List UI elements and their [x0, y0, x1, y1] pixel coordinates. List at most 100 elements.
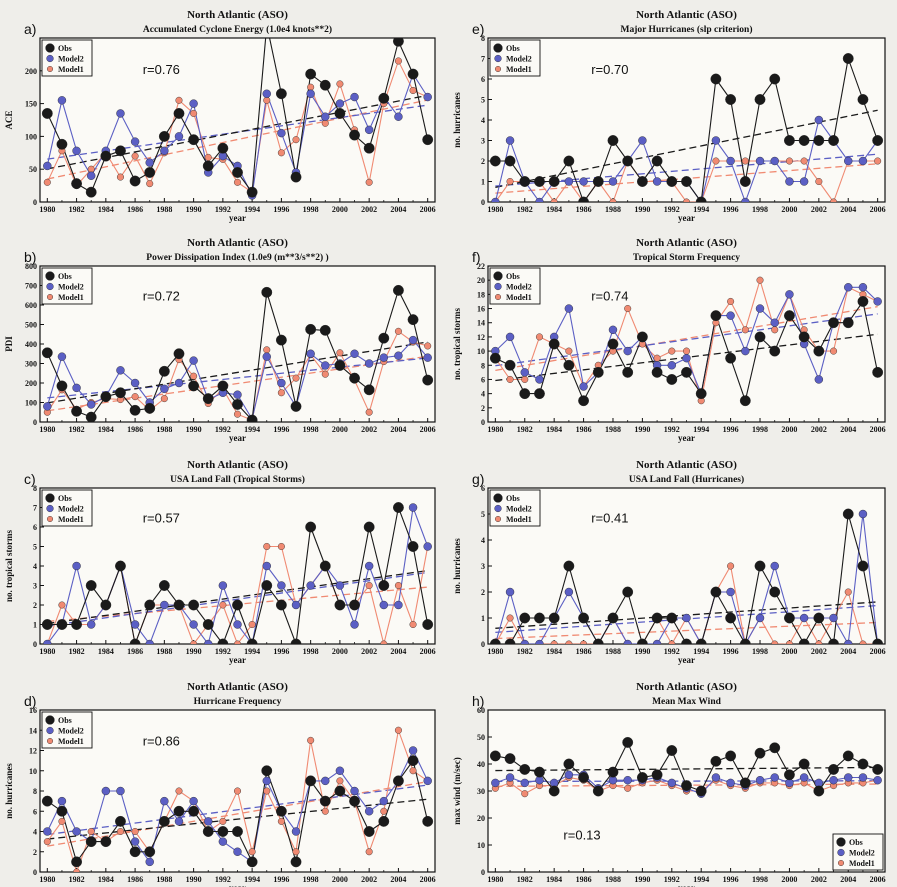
data-point-obs: [739, 395, 751, 407]
y-axis-label: ACE: [4, 110, 14, 129]
y-tick-label: 6: [481, 375, 485, 384]
x-axis-label: year: [678, 883, 695, 887]
y-tick-label: 4: [33, 828, 37, 837]
data-point-obs: [217, 380, 229, 392]
chart-title: North Atlantic (ASO): [636, 9, 737, 21]
legend-label-model2: Model2: [506, 283, 532, 292]
x-tick-label: 1980: [39, 647, 55, 656]
data-point-obs: [548, 612, 560, 624]
data-point-obs: [232, 167, 243, 178]
data-point-model2: [667, 361, 676, 370]
x-tick-label: 1996: [273, 205, 289, 214]
data-point-model2: [130, 620, 140, 629]
data-point-model2: [741, 346, 750, 356]
data-point-model1: [874, 157, 882, 165]
x-tick-label: 2006: [420, 875, 436, 884]
data-point-obs: [784, 310, 795, 322]
x-tick-label: 2004: [840, 205, 856, 214]
x-tick-label: 2000: [781, 205, 797, 214]
x-tick-label: 1986: [576, 875, 592, 884]
data-point-model2: [262, 352, 271, 361]
legend-label-model1: Model1: [849, 859, 875, 868]
data-point-obs: [578, 772, 589, 783]
x-tick-label: 1992: [664, 647, 680, 656]
data-point-model2: [755, 156, 765, 166]
data-point-model1: [73, 868, 81, 872]
data-point-obs: [489, 155, 501, 167]
data-point-model1: [800, 157, 808, 165]
x-tick-label: 1988: [156, 205, 172, 214]
legend-label-obs: Obs: [58, 272, 72, 281]
data-point-obs: [725, 352, 737, 364]
y-tick-label: 0: [33, 640, 37, 649]
data-point-model2: [682, 613, 691, 623]
data-point-model1: [248, 621, 256, 629]
data-point-model1: [292, 136, 300, 144]
x-tick-label: 1994: [244, 647, 260, 656]
data-point-model1: [204, 153, 212, 161]
data-point-model2: [491, 778, 500, 788]
x-tick-label: 2006: [870, 647, 886, 656]
data-point-model2: [682, 353, 691, 363]
x-tick-label: 1980: [39, 205, 55, 214]
data-point-obs: [813, 612, 825, 624]
data-point-obs: [305, 323, 317, 335]
data-point-model2: [755, 304, 765, 313]
data-point-obs: [232, 599, 243, 611]
data-point-obs: [828, 317, 839, 329]
x-tick-label: 1980: [487, 425, 503, 434]
x-tick-label: 1992: [215, 205, 231, 214]
data-point-model1: [830, 347, 838, 355]
data-point-obs: [681, 780, 692, 791]
data-point-model2: [57, 96, 67, 105]
y-tick-label: 600: [25, 301, 37, 310]
data-point-model2: [350, 349, 359, 358]
data-point-model2: [711, 773, 721, 782]
data-point-obs: [666, 176, 678, 187]
panel-d: North Atlantic (ASO) Hurricane Frequency d…: [4, 681, 436, 887]
data-point-obs: [798, 135, 810, 146]
data-point-model1: [394, 582, 402, 590]
data-point-obs: [407, 541, 419, 552]
y-tick-label: 50: [29, 165, 37, 174]
data-point-model2: [350, 92, 359, 102]
legend-marker-model2: [46, 504, 54, 513]
y-tick-label: 150: [25, 100, 37, 109]
x-tick-label: 1990: [634, 875, 650, 884]
x-axis-label: year: [678, 213, 695, 223]
data-point-model2: [564, 770, 574, 779]
data-point-obs: [261, 765, 273, 777]
trend-line-model2: [47, 357, 428, 399]
data-point-obs: [695, 388, 707, 400]
x-tick-label: 1992: [664, 425, 680, 434]
data-point-obs: [422, 815, 434, 827]
legend-label-obs: Obs: [849, 838, 863, 847]
data-point-obs: [290, 856, 302, 868]
data-point-model2: [321, 112, 330, 121]
data-point-obs: [489, 750, 501, 762]
data-point-obs: [578, 612, 589, 624]
x-tick-label: 2004: [840, 425, 856, 434]
x-tick-label: 2000: [781, 875, 797, 884]
data-point-model2: [408, 335, 418, 345]
series-layer: [489, 737, 884, 798]
x-tick-label: 1982: [69, 875, 85, 884]
x-tick-label: 2004: [840, 647, 856, 656]
data-point-obs: [872, 366, 884, 378]
trend-line-model2: [47, 571, 428, 627]
data-point-model1: [365, 408, 373, 416]
x-tick-label: 1992: [215, 425, 231, 434]
data-point-model1: [727, 562, 735, 570]
data-point-model1: [815, 177, 823, 185]
data-point-obs: [290, 638, 302, 644]
data-point-model1: [263, 346, 271, 354]
data-point-obs: [217, 826, 229, 837]
data-point-model2: [160, 600, 169, 610]
data-point-model1: [785, 640, 793, 644]
y-tick-label: 4: [481, 390, 485, 399]
x-tick-label: 1984: [546, 205, 562, 214]
x-tick-label: 1994: [244, 875, 260, 884]
data-point-obs: [534, 388, 545, 400]
